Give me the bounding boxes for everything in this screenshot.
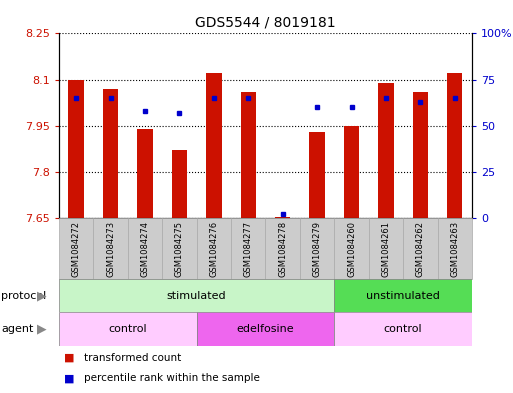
Bar [241, 92, 256, 218]
Bar [231, 218, 266, 279]
Text: GSM1084272: GSM1084272 [72, 220, 81, 277]
Bar [309, 132, 325, 218]
Bar [275, 217, 290, 218]
Bar [59, 279, 334, 312]
Text: control: control [109, 324, 147, 334]
Text: GSM1084275: GSM1084275 [175, 220, 184, 277]
Text: transformed count: transformed count [84, 353, 181, 363]
Text: GSM1084261: GSM1084261 [382, 220, 390, 277]
Text: percentile rank within the sample: percentile rank within the sample [84, 373, 260, 383]
Bar [300, 218, 334, 279]
Bar [68, 79, 84, 218]
Bar [334, 218, 369, 279]
Bar [103, 89, 119, 218]
Bar [265, 218, 300, 279]
Text: edelfosine: edelfosine [236, 324, 294, 334]
Bar [438, 218, 472, 279]
Bar [128, 218, 162, 279]
Text: GSM1084278: GSM1084278 [278, 220, 287, 277]
Bar [93, 218, 128, 279]
Text: GSM1084276: GSM1084276 [209, 220, 219, 277]
Text: GSM1084262: GSM1084262 [416, 220, 425, 277]
Bar [334, 312, 472, 346]
Text: ■: ■ [64, 353, 74, 363]
Text: protocol: protocol [1, 291, 46, 301]
Bar [59, 312, 196, 346]
Text: GSM1084274: GSM1084274 [141, 220, 149, 277]
Bar [447, 73, 463, 218]
Bar [344, 126, 359, 218]
Text: GDS5544 / 8019181: GDS5544 / 8019181 [195, 16, 336, 30]
Bar [403, 218, 438, 279]
Bar [172, 151, 187, 218]
Text: unstimulated: unstimulated [366, 291, 440, 301]
Bar [334, 279, 472, 312]
Text: ▶: ▶ [37, 323, 47, 336]
Text: stimulated: stimulated [167, 291, 226, 301]
Text: GSM1084273: GSM1084273 [106, 220, 115, 277]
Bar [196, 312, 334, 346]
Text: GSM1084263: GSM1084263 [450, 220, 459, 277]
Bar [206, 73, 222, 218]
Text: control: control [384, 324, 422, 334]
Text: GSM1084260: GSM1084260 [347, 220, 356, 277]
Bar [137, 129, 153, 218]
Bar [378, 83, 393, 218]
Bar [162, 218, 196, 279]
Bar [59, 218, 93, 279]
Bar [369, 218, 403, 279]
Text: ■: ■ [64, 373, 74, 383]
Text: agent: agent [1, 324, 33, 334]
Bar [196, 218, 231, 279]
Text: GSM1084277: GSM1084277 [244, 220, 253, 277]
Text: GSM1084279: GSM1084279 [312, 220, 322, 277]
Bar [412, 92, 428, 218]
Text: ▶: ▶ [37, 289, 47, 302]
